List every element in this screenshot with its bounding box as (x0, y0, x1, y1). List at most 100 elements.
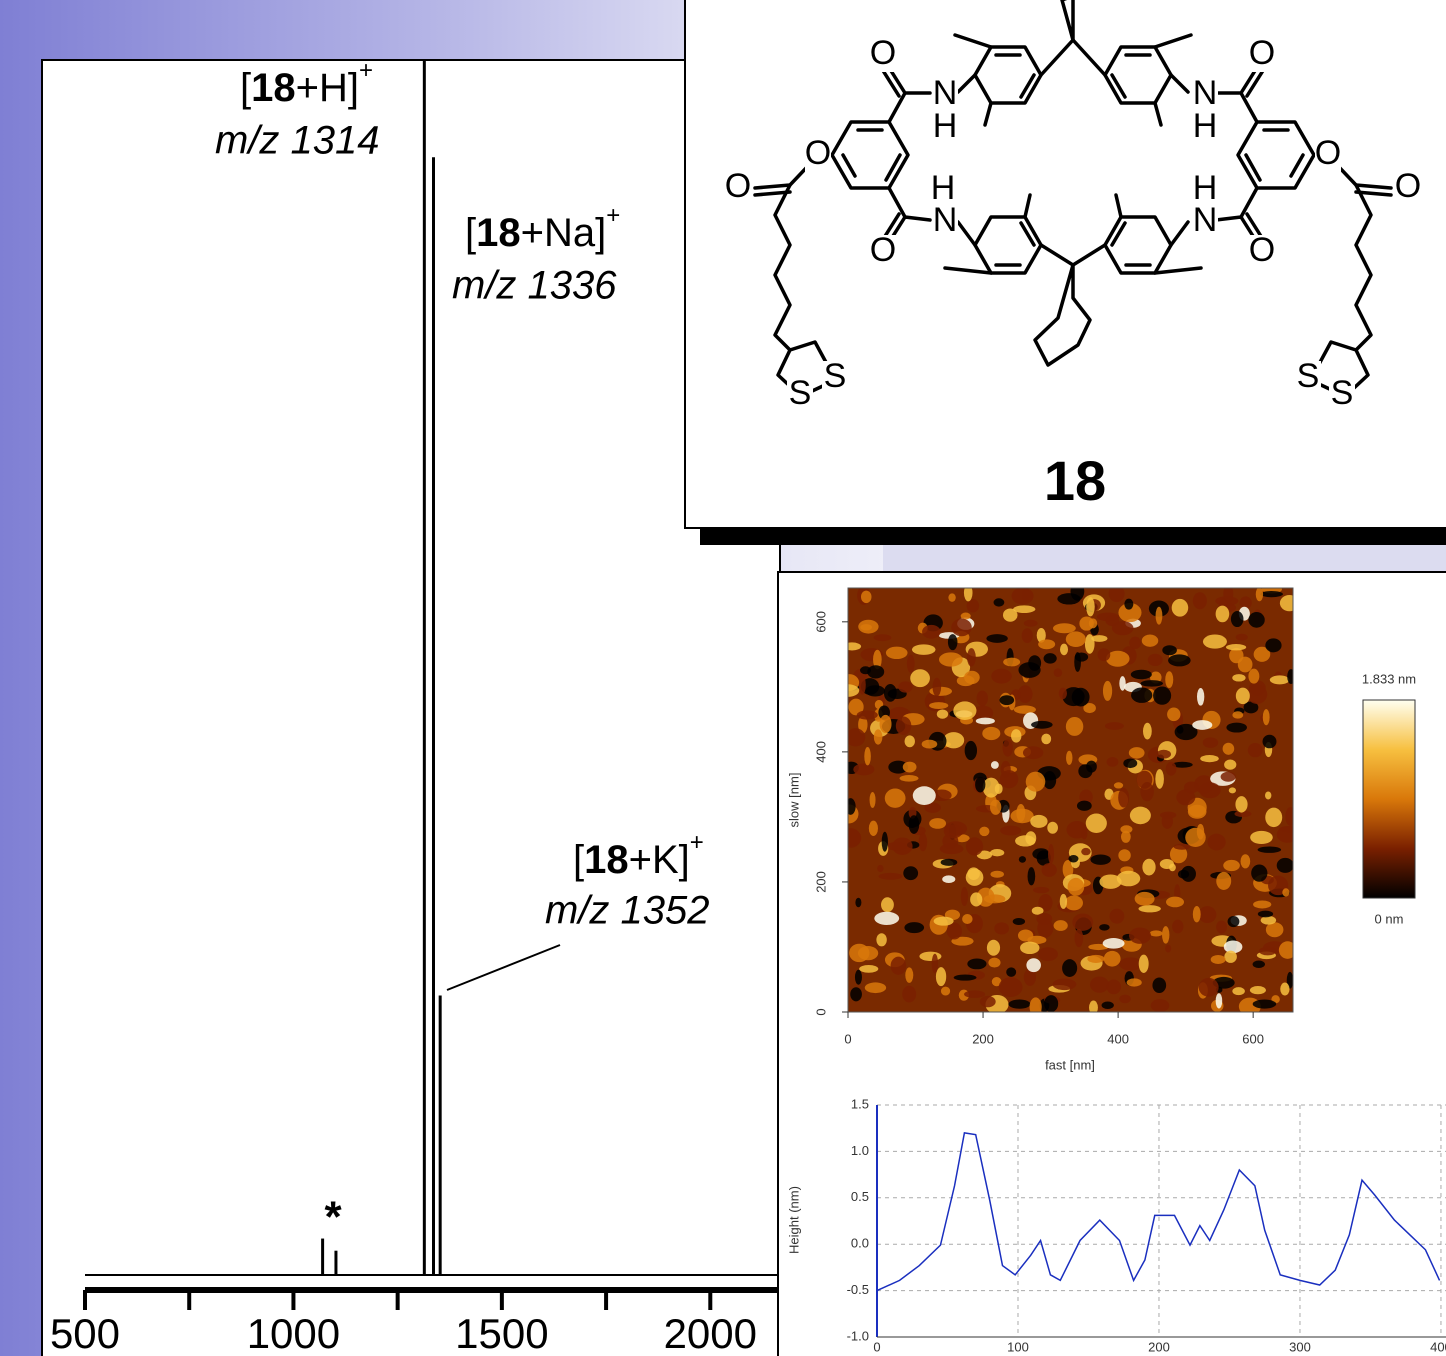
afm-grain (942, 875, 955, 883)
y-tick-label: 1.0 (851, 1143, 869, 1158)
afm-grain (1006, 967, 1016, 977)
afm-grain (1232, 711, 1243, 718)
afm-grain (910, 669, 930, 687)
afm-grain (1066, 821, 1087, 839)
afm-grain (1090, 854, 1110, 864)
afm-grain (1107, 757, 1119, 767)
afm-grain (970, 892, 982, 906)
afm-grain (1226, 723, 1247, 733)
figure: 500100015002000[18+H]+m/z 1314[18+Na]+m/… (0, 0, 1446, 1356)
afm-grain (905, 735, 915, 747)
afm-grain (1019, 856, 1026, 863)
afm-grain (1003, 658, 1020, 667)
afm-grain (1112, 621, 1134, 635)
afm-grain (907, 655, 915, 673)
afm-grain (1038, 639, 1055, 649)
atom-label: O (870, 231, 896, 269)
afm-grain (1098, 648, 1111, 661)
afm-grain (1068, 878, 1085, 896)
afm-grain (919, 952, 941, 961)
afm-grain (1198, 906, 1216, 923)
afm-grain (1184, 782, 1199, 794)
afm-grain (1124, 599, 1133, 610)
afm-grain (979, 827, 989, 837)
afm-grain (1151, 999, 1170, 1012)
afm-grain (1018, 685, 1033, 703)
afm-grain (990, 849, 1004, 856)
afm-grain (886, 647, 908, 659)
afm-grain (1258, 911, 1273, 918)
afm-grain (1062, 959, 1077, 977)
afm-grain (1156, 750, 1171, 759)
afm-texture (837, 582, 1302, 1017)
afm-grain (1139, 955, 1149, 973)
peak-label-part: 18 (476, 211, 521, 255)
afm-grain (850, 987, 862, 1001)
afm-grain (1109, 909, 1124, 924)
afm-grain (1162, 645, 1177, 655)
afm-grain (1118, 849, 1130, 861)
afm-grain (1068, 855, 1078, 863)
afm-grain (1260, 591, 1283, 597)
x-tick-label: 200 (1148, 1339, 1170, 1354)
afm-grain (1277, 858, 1294, 873)
afm-grain (1024, 620, 1038, 627)
afm-grain (1008, 1000, 1030, 1009)
afm-grain (994, 598, 1005, 606)
afm-grain (953, 701, 976, 720)
atom-label: H (933, 107, 958, 145)
afm-grain (904, 922, 924, 933)
afm-grain (1086, 814, 1107, 833)
afm-grain (1033, 887, 1049, 893)
afm-grain (1265, 791, 1271, 799)
afm-grain (922, 740, 938, 749)
afm-grain (1030, 815, 1047, 828)
afm-grain (947, 922, 962, 939)
afm-grain (1131, 687, 1152, 702)
afm-grain (967, 958, 986, 969)
afm-grain (1002, 739, 1012, 756)
y-tick-label: -1.0 (847, 1328, 869, 1343)
afm-grain (1270, 675, 1290, 684)
afm-grain (1044, 995, 1058, 1012)
afm-grain (1156, 607, 1163, 625)
afm-grain (1023, 746, 1043, 759)
spectrum-frame (42, 60, 780, 1356)
afm-grain (1131, 670, 1152, 680)
afm-grain (965, 741, 977, 760)
afm-grain (1079, 616, 1093, 630)
afm-grain (1074, 652, 1081, 672)
afm-grain (880, 715, 892, 733)
afm-grain (1138, 905, 1160, 912)
afm-grain (1162, 926, 1169, 944)
y-axis-label: Height (nm) (786, 1186, 801, 1254)
afm-grain (1090, 977, 1109, 993)
afm-grain (1250, 831, 1273, 844)
atom-label: O (870, 34, 896, 72)
afm-grain (1261, 916, 1276, 925)
afm-grain (964, 671, 980, 684)
afm-grain (1172, 599, 1189, 617)
afm-grain (941, 859, 958, 866)
afm-grain (1031, 721, 1053, 729)
peak-label: [18+Na]+ (465, 202, 620, 254)
afm-grain (976, 718, 995, 725)
y-tick-label: 1.5 (851, 1096, 869, 1111)
peak-label-part: +H] (296, 66, 359, 110)
afm-grain (903, 762, 917, 773)
afm-grain (987, 940, 1000, 956)
afm-grain (885, 788, 906, 807)
peak-label: [18+H]+ (240, 57, 373, 109)
afm-grain (1129, 928, 1151, 944)
colorbar-max: 1.833 nm (1362, 671, 1416, 686)
afm-grain (1259, 947, 1277, 956)
afm-grain (853, 763, 874, 775)
afm-grain (1041, 734, 1051, 745)
afm-grain (1224, 951, 1237, 963)
afm-grain (1224, 760, 1236, 770)
afm-grain (977, 690, 988, 706)
x-tick-label: 100 (1007, 1339, 1029, 1354)
afm-grain (1148, 654, 1163, 666)
afm-grain (1036, 913, 1052, 925)
afm-grain (1258, 846, 1281, 852)
